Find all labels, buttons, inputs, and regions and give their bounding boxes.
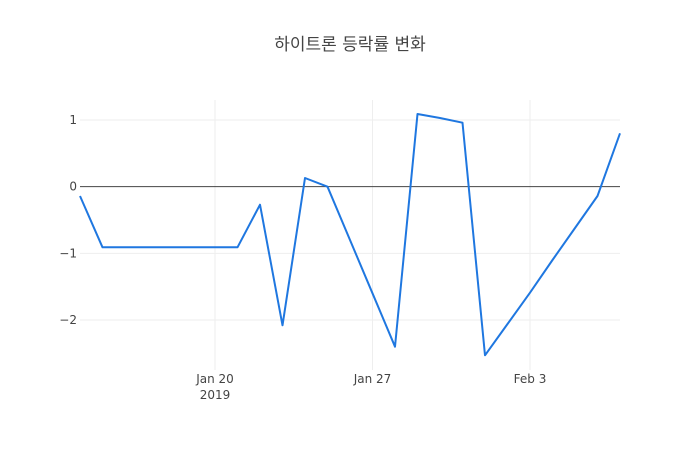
data-point [484, 354, 486, 356]
y-tick-label: −2 [59, 313, 77, 327]
x-tick-label: Feb 3 [514, 372, 547, 386]
x-tick-sublabel: 2019 [200, 388, 231, 402]
data-point [259, 204, 261, 206]
data-point [619, 132, 621, 134]
data-point [79, 195, 81, 197]
x-tick-label: Jan 20 [195, 372, 234, 386]
series-group [79, 113, 621, 357]
data-point [192, 246, 194, 248]
data-point [327, 186, 329, 188]
series-line [79, 113, 621, 357]
data-point [597, 195, 599, 197]
data-point [147, 246, 149, 248]
data-point [372, 292, 374, 294]
data-point [394, 346, 396, 348]
y-tick-label: 0 [69, 180, 77, 194]
data-point [124, 246, 126, 248]
data-point [552, 259, 554, 261]
data-point [574, 227, 576, 229]
data-point [349, 239, 351, 241]
y-tick-label: −1 [59, 246, 77, 260]
data-point [439, 117, 441, 119]
data-point [102, 246, 104, 248]
chart-title: 하이트론 등락률 변화 [274, 35, 426, 55]
data-point [507, 323, 509, 325]
data-point [462, 122, 464, 124]
data-point [214, 246, 216, 248]
grid [80, 100, 620, 370]
data-point [169, 246, 171, 248]
data-point [529, 292, 531, 294]
data-point [237, 246, 239, 248]
y-tick-label: 1 [69, 113, 77, 127]
x-tick-label: Jan 27 [353, 372, 392, 386]
axes: Jan 20 2019 Jan 27 Feb 3 1 0 −1 −2 [59, 113, 546, 402]
data-point [304, 177, 306, 179]
data-point [417, 113, 419, 115]
data-point [282, 324, 284, 326]
